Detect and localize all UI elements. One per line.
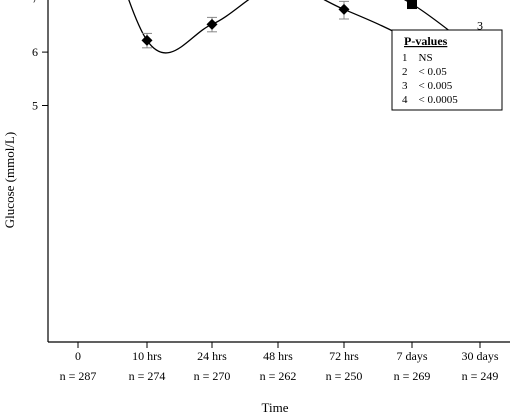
x-n-label: n = 270 bbox=[194, 369, 231, 383]
x-tick-label: 7 days bbox=[397, 349, 428, 363]
x-n-label: n = 262 bbox=[260, 369, 297, 383]
y-tick-label: 6 bbox=[32, 45, 38, 59]
y-tick-label: 7 bbox=[32, 0, 38, 6]
legend: P-values 1 NS 2 < 0.05 3 < 0.005 4 < 0.0… bbox=[391, 29, 503, 111]
y-tick-label: 5 bbox=[32, 99, 38, 113]
significance-label: 3 bbox=[477, 18, 483, 32]
x-tick-label: 24 hrs bbox=[197, 349, 227, 363]
legend-title: P-values bbox=[404, 34, 448, 48]
x-axis-title: Time bbox=[262, 400, 289, 415]
annotation-layer: 1441213 bbox=[477, 18, 483, 32]
x-n-label: n = 269 bbox=[394, 369, 431, 383]
x-tick-label: 0 bbox=[75, 349, 81, 363]
legend-box bbox=[391, 29, 503, 111]
legend-entry: 1 NS bbox=[402, 52, 433, 64]
x-tick-label: 48 hrs bbox=[263, 349, 293, 363]
data-point-diamond bbox=[338, 3, 350, 15]
y-axis-title: Glucose (mmol/L) bbox=[2, 132, 17, 228]
y-axis: 5678910 bbox=[32, 0, 49, 342]
x-n-label: n = 274 bbox=[129, 369, 166, 383]
x-n-label: n = 250 bbox=[326, 369, 363, 383]
x-tick-label: 30 days bbox=[462, 349, 499, 363]
legend-entry: 3 < 0.005 bbox=[402, 80, 453, 92]
x-n-label: n = 249 bbox=[462, 369, 499, 383]
data-point-diamond bbox=[141, 34, 153, 46]
x-axis: 0 n = 287 10 hrs n = 274 24 hrs n = 270 48 hrs… bbox=[48, 341, 510, 383]
x-tick-label: 10 hrs bbox=[132, 349, 162, 363]
x-n-label: n = 287 bbox=[60, 369, 97, 383]
data-point-diamond bbox=[206, 18, 218, 30]
legend-entry: 2 < 0.05 bbox=[402, 66, 447, 78]
data-point-square bbox=[407, 0, 417, 10]
x-tick-label: 72 hrs bbox=[329, 349, 359, 363]
legend-entry: 4 < 0.0005 bbox=[402, 94, 458, 106]
